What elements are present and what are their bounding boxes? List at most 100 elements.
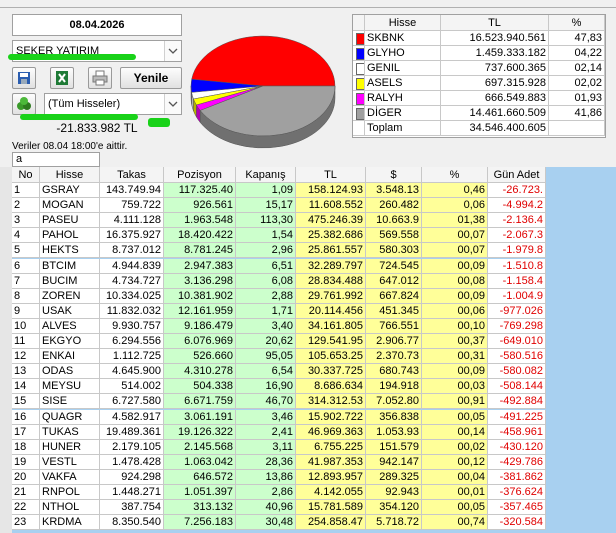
table-cell: 29.761.992	[296, 288, 366, 304]
table-cell: PASEU	[40, 213, 100, 229]
refresh-button[interactable]: Yenile	[120, 67, 182, 89]
table-cell: 569.558	[366, 228, 422, 244]
column-header[interactable]: %	[422, 167, 488, 183]
table-cell: -381.862	[488, 469, 546, 485]
color-swatch	[353, 91, 365, 106]
filter-combo[interactable]: (Tüm Hisseler)	[44, 93, 182, 115]
summary-tl: 16.523.940.561	[441, 31, 549, 46]
table-cell: 254.858.47	[296, 515, 366, 531]
table-cell: 14	[12, 379, 40, 395]
table-cell: 3,46	[236, 409, 296, 425]
table-cell: 942.147	[366, 454, 422, 470]
print-button[interactable]	[88, 67, 112, 89]
column-header[interactable]: Takas	[100, 167, 164, 183]
table-cell: MOGAN	[40, 198, 100, 214]
table-cell: 19.489.361	[100, 424, 164, 440]
table-cell: 11	[12, 334, 40, 350]
table-cell: 7.256.183	[164, 515, 236, 531]
save-button[interactable]	[12, 67, 36, 89]
table-cell: SISE	[40, 394, 100, 410]
table-cell: PAHOL	[40, 228, 100, 244]
table-cell: 2.145.568	[164, 439, 236, 455]
column-header[interactable]: Gün Adet	[488, 167, 546, 183]
save-icon	[18, 72, 30, 84]
column-header[interactable]: Hisse	[40, 167, 100, 183]
table-cell: -580.516	[488, 349, 546, 365]
table-cell: 2.947.383	[164, 258, 236, 274]
table-cell: 00,03	[422, 379, 488, 395]
table-cell: 11.608.552	[296, 198, 366, 214]
table-cell: 20	[12, 469, 40, 485]
filter-text: (Tüm Hisseler)	[48, 98, 121, 110]
table-cell: 46.969.363	[296, 424, 366, 440]
table-cell: 4.944.839	[100, 258, 164, 274]
stock-table: No Hisse Takas Pozisyon Kapanış TL $% Gün Adet 1…	[12, 167, 616, 533]
combo-arrow	[164, 41, 181, 61]
table-cell: 1.063.042	[164, 454, 236, 470]
table-cell: 13	[12, 364, 40, 380]
table-cell: 2,41	[236, 424, 296, 440]
table-cell: 1.963.548	[164, 213, 236, 229]
combo-arrow	[164, 94, 181, 114]
table-cell: 15,17	[236, 198, 296, 214]
table-cell: 314.312.53	[296, 394, 366, 410]
table-cell: 646.572	[164, 469, 236, 485]
table-cell: -508.144	[488, 379, 546, 395]
color-swatch	[353, 31, 365, 46]
table-cell: 3	[12, 213, 40, 229]
table-cell: 6,51	[236, 258, 296, 274]
table-cell: 6.727.580	[100, 394, 164, 410]
pie-slice	[191, 35, 336, 87]
table-cell: ALVES	[40, 318, 100, 334]
table-cell: 926.561	[164, 198, 236, 214]
table-cell: 18	[12, 439, 40, 455]
table-cell: HEKTS	[40, 243, 100, 259]
table-cell: 117.325.40	[164, 183, 236, 199]
table-cell: 22	[12, 500, 40, 516]
column-header[interactable]: TL	[296, 167, 366, 183]
table-cell: 724.545	[366, 258, 422, 274]
table-cell: 15	[12, 394, 40, 410]
column-header[interactable]: $	[366, 167, 422, 183]
table-cell: 1.478.428	[100, 454, 164, 470]
table-cell: 8.686.634	[296, 379, 366, 395]
table-cell: 2.906.77	[366, 334, 422, 350]
table-cell: 356.838	[366, 409, 422, 425]
table-cell: 0,06	[422, 198, 488, 214]
column-header[interactable]: Kapanış	[236, 167, 296, 183]
search-input[interactable]: a	[12, 152, 100, 167]
table-cell: 8	[12, 288, 40, 304]
table-cell: 6,08	[236, 273, 296, 289]
table-cell: TUKAS	[40, 424, 100, 440]
table-cell: 28,36	[236, 454, 296, 470]
excel-button[interactable]	[50, 67, 74, 89]
table-cell: 25.382.686	[296, 228, 366, 244]
group-button[interactable]	[12, 93, 36, 115]
table-cell: 526.660	[164, 349, 236, 365]
table-cell: 105.653.25	[296, 349, 366, 365]
summary-pct: 04,22	[549, 46, 605, 61]
excel-icon	[56, 71, 68, 85]
pie-slice	[199, 85, 336, 137]
table-cell: 6,54	[236, 364, 296, 380]
table-cell: 40,96	[236, 500, 296, 516]
table-cell: 34.161.805	[296, 318, 366, 334]
date-field[interactable]: 08.04.2026	[12, 14, 182, 36]
table-cell: 647.012	[366, 273, 422, 289]
table-cell: 151.579	[366, 439, 422, 455]
column-header[interactable]: No	[12, 167, 40, 183]
column-header[interactable]: Pozisyon	[164, 167, 236, 183]
table-cell: 10.334.025	[100, 288, 164, 304]
table-cell: 32.289.797	[296, 258, 366, 274]
table-cell: 4.645.900	[100, 364, 164, 380]
table-cell: -429.786	[488, 454, 546, 470]
table-cell: 143.749.94	[100, 183, 164, 199]
table-cell: VAKFA	[40, 469, 100, 485]
table-cell: EKGYO	[40, 334, 100, 350]
grid-margin	[0, 167, 12, 533]
summary-name: ASELS	[365, 76, 441, 91]
table-cell: 2	[12, 198, 40, 214]
header-cell	[353, 15, 365, 31]
summary-pct: 01,93	[549, 91, 605, 106]
table-cell: 766.551	[366, 318, 422, 334]
